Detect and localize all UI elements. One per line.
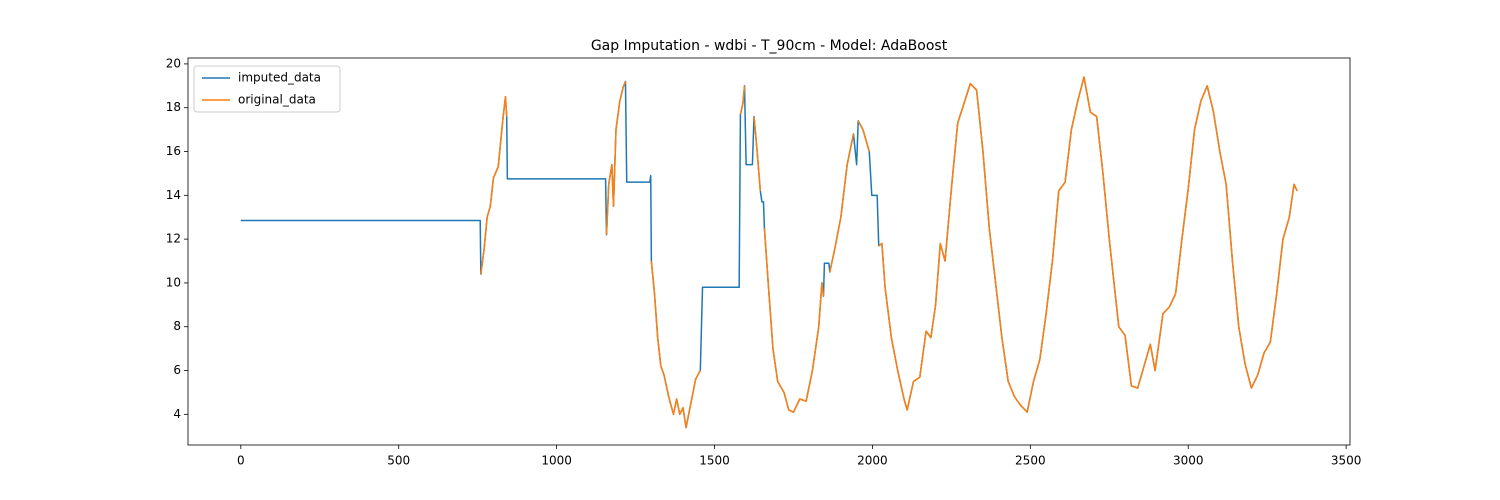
series-line	[605, 81, 627, 235]
x-tick-label: 2500	[1015, 454, 1046, 468]
y-tick-label: 10	[166, 275, 181, 289]
legend-label: original_data	[238, 93, 316, 107]
y-tick-label: 20	[166, 56, 181, 70]
x-tick-label: 2000	[857, 454, 888, 468]
y-tick-label: 18	[166, 100, 181, 114]
series-line	[857, 120, 870, 152]
y-tick-label: 14	[166, 188, 181, 202]
y-tick-label: 12	[166, 232, 181, 246]
y-tick-label: 16	[166, 144, 181, 158]
legend-box	[193, 65, 341, 113]
x-tick-label: 3000	[1173, 454, 1204, 468]
series-line	[739, 85, 746, 115]
series-line	[753, 116, 762, 191]
plot-frame	[187, 57, 1351, 446]
series-line	[878, 76, 1298, 413]
y-tick-label: 8	[173, 319, 181, 333]
x-tick-label: 500	[387, 454, 410, 468]
x-tick-label: 1500	[699, 454, 730, 468]
legend-label: imputed_data	[238, 71, 321, 85]
series-line	[829, 133, 855, 273]
chart-title: Gap Imputation - wdbi - T_90cm - Model: …	[591, 38, 948, 54]
x-tick-label: 0	[237, 454, 245, 468]
y-tick-label: 4	[173, 407, 181, 421]
y-tick-label: 6	[173, 363, 181, 377]
series-line	[763, 228, 825, 413]
series-line	[650, 260, 701, 429]
x-tick-label: 3500	[1331, 454, 1362, 468]
series-line	[240, 76, 1298, 429]
x-tick-label: 1000	[541, 454, 572, 468]
series-line	[480, 96, 508, 275]
legend: imputed_data original_data	[193, 65, 341, 113]
